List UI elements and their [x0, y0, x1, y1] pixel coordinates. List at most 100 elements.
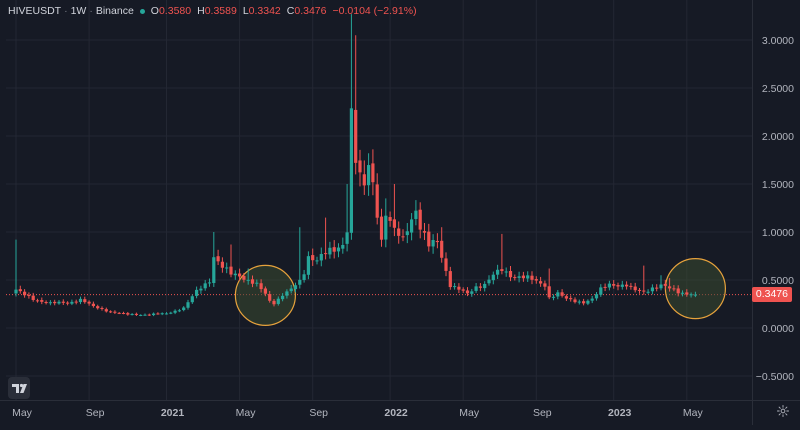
candle[interactable]	[44, 300, 48, 305]
candle[interactable]	[586, 299, 590, 306]
candle[interactable]	[349, 14, 353, 240]
candle[interactable]	[225, 262, 229, 274]
candle[interactable]	[298, 227, 302, 289]
candle[interactable]	[332, 240, 336, 259]
candle[interactable]	[74, 299, 78, 305]
candle[interactable]	[238, 268, 242, 281]
candle[interactable]	[53, 299, 57, 306]
candle[interactable]	[371, 149, 375, 196]
candle[interactable]	[345, 184, 349, 252]
symbol-name[interactable]: HIVEUSDT	[8, 5, 62, 17]
candle[interactable]	[483, 281, 487, 292]
time-axis[interactable]: May Sep 2021 May Sep 2022 May Sep 2023 May	[12, 407, 703, 419]
candle[interactable]	[530, 271, 534, 285]
candle[interactable]	[109, 310, 113, 314]
candle[interactable]	[599, 284, 603, 297]
candle[interactable]	[40, 297, 44, 305]
candle[interactable]	[422, 223, 427, 241]
candle[interactable]	[220, 257, 224, 273]
candle[interactable]	[616, 282, 620, 291]
candle[interactable]	[233, 270, 237, 280]
candle[interactable]	[121, 311, 126, 315]
candle[interactable]	[496, 264, 500, 280]
candle[interactable]	[521, 271, 525, 282]
candle[interactable]	[341, 237, 345, 254]
candle[interactable]	[440, 227, 444, 263]
candle[interactable]	[556, 289, 560, 300]
candle[interactable]	[513, 274, 517, 281]
candle[interactable]	[35, 298, 40, 303]
candle[interactable]	[573, 297, 577, 304]
candle[interactable]	[100, 306, 104, 311]
candle[interactable]	[612, 280, 616, 289]
candle[interactable]	[637, 288, 642, 294]
candle[interactable]	[551, 294, 556, 301]
candle[interactable]	[405, 223, 409, 244]
candle[interactable]	[461, 287, 465, 293]
candle[interactable]	[199, 285, 203, 294]
candle[interactable]	[117, 311, 121, 315]
candles[interactable]	[14, 14, 697, 317]
candle[interactable]	[474, 283, 478, 293]
candle[interactable]	[87, 300, 91, 306]
candle[interactable]	[633, 282, 637, 293]
candle[interactable]	[272, 298, 276, 307]
candle[interactable]	[655, 284, 659, 292]
candle[interactable]	[306, 251, 310, 280]
candle[interactable]	[625, 281, 629, 290]
candle[interactable]	[324, 217, 328, 260]
candle[interactable]	[173, 309, 177, 315]
candle[interactable]	[680, 290, 685, 297]
candle[interactable]	[500, 233, 504, 275]
candle[interactable]	[367, 153, 371, 196]
gear-icon[interactable]	[776, 404, 790, 418]
candle[interactable]	[113, 310, 117, 315]
candle[interactable]	[302, 269, 306, 283]
candle[interactable]	[164, 312, 169, 315]
candle[interactable]	[569, 295, 573, 302]
candle[interactable]	[582, 298, 586, 306]
candle[interactable]	[319, 247, 323, 267]
candle[interactable]	[435, 233, 439, 249]
candle[interactable]	[508, 265, 513, 282]
candle[interactable]	[427, 223, 431, 252]
candle[interactable]	[23, 289, 27, 298]
candle[interactable]	[134, 312, 138, 317]
candle[interactable]	[470, 288, 474, 297]
candle[interactable]	[401, 229, 405, 242]
candle[interactable]	[18, 285, 22, 294]
candle[interactable]	[57, 299, 61, 305]
candle[interactable]	[693, 291, 697, 298]
candle[interactable]	[147, 313, 151, 316]
candle[interactable]	[160, 312, 164, 316]
candle[interactable]	[212, 232, 216, 287]
candle[interactable]	[315, 256, 319, 265]
candle[interactable]	[534, 276, 538, 284]
candle[interactable]	[83, 296, 87, 304]
candle[interactable]	[195, 286, 199, 299]
candle[interactable]	[668, 278, 672, 292]
candle[interactable]	[384, 198, 388, 248]
candle[interactable]	[358, 149, 362, 187]
candle[interactable]	[603, 283, 607, 292]
candle[interactable]	[659, 275, 663, 291]
candle[interactable]	[672, 285, 676, 292]
candle[interactable]	[130, 313, 134, 316]
price-axis[interactable]: 3.0000 2.5000 2.0000 1.5000 1.0000 0.5000 0.00…	[756, 35, 794, 383]
candle[interactable]	[431, 234, 435, 254]
candle[interactable]	[263, 286, 267, 297]
candle[interactable]	[255, 279, 259, 287]
candle[interactable]	[229, 244, 233, 278]
candle[interactable]	[504, 267, 508, 277]
candle[interactable]	[539, 276, 543, 287]
candle[interactable]	[418, 202, 422, 239]
candle[interactable]	[156, 312, 160, 315]
candle[interactable]	[14, 239, 18, 297]
candle[interactable]	[607, 280, 611, 291]
candle[interactable]	[642, 265, 646, 295]
candle[interactable]	[96, 304, 100, 310]
candle[interactable]	[620, 280, 624, 290]
candle[interactable]	[31, 292, 35, 302]
